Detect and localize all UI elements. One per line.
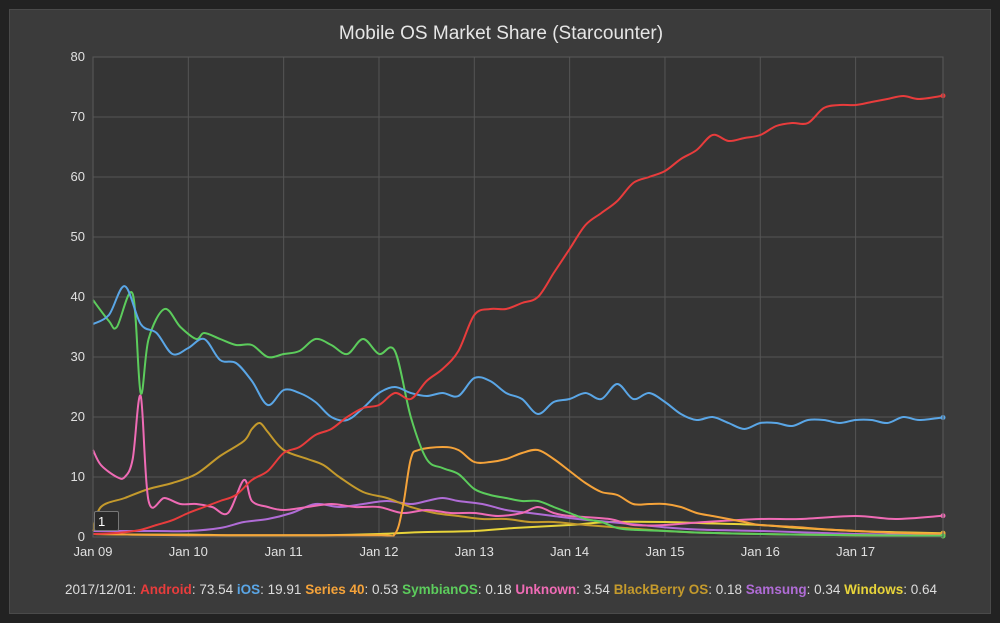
legend-name-symbianos: SymbianOS — [402, 582, 478, 597]
x-tick-label: Jan 17 — [836, 544, 875, 559]
legend-name-blackberry-os: BlackBerry OS — [613, 582, 709, 597]
legend-separator: : — [576, 582, 584, 597]
legend-separator: : — [191, 582, 200, 597]
legend-value-symbianos: 0.18 — [485, 582, 516, 597]
legend-name-samsung: Samsung — [745, 582, 807, 597]
legend-value-android: 73.54 — [199, 582, 237, 597]
x-tick-label: Jan 16 — [741, 544, 780, 559]
series-line-ios[interactable] — [92, 285, 944, 430]
legend-separator: : — [806, 582, 815, 597]
y-tick-label: 60 — [71, 169, 85, 184]
chart-panel: Mobile OS Market Share (Starcounter) 0 10… — [9, 9, 991, 614]
legend-separator: : — [364, 582, 373, 597]
y-tick-label: 50 — [71, 229, 85, 244]
legend-separator: : — [903, 582, 911, 597]
y-tick-label: 80 — [71, 49, 85, 64]
y-tick-label: 20 — [71, 409, 85, 424]
series-line-samsung[interactable] — [92, 497, 944, 536]
legend-value-series-40: 0.53 — [372, 582, 403, 597]
y-tick-label: 10 — [71, 469, 85, 484]
x-tick-label: Jan 12 — [359, 544, 398, 559]
y-tick-label: 40 — [71, 289, 85, 304]
range-selector-handle[interactable]: 1 — [94, 511, 119, 531]
y-tick-label: 0 — [78, 529, 85, 544]
series-line-unknown[interactable] — [92, 394, 944, 527]
x-tick-label: Jan 11 — [265, 544, 303, 559]
legend-value-unknown: 3.54 — [583, 582, 614, 597]
x-tick-label: Jan 09 — [73, 544, 112, 559]
x-tick-label: Jan 14 — [550, 544, 589, 559]
x-tick-label: Jan 13 — [455, 544, 494, 559]
plot-border — [92, 56, 944, 538]
legend-name-ios: iOS — [236, 582, 261, 597]
legend-separator: : — [708, 582, 716, 597]
legend-date-colon: : — [132, 582, 141, 597]
legend: 2017/12/01: Android: 73.54 iOS: 19.91 Se… — [10, 582, 992, 597]
y-tick-label: 70 — [71, 109, 85, 124]
chart-title: Mobile OS Market Share (Starcounter) — [338, 23, 664, 44]
legend-value-ios: 19.91 — [267, 582, 306, 597]
legend-name-android: Android — [140, 582, 192, 597]
legend-value-blackberry-os: 0.18 — [715, 582, 746, 597]
legend-value-windows: 0.64 — [910, 582, 938, 597]
series-line-symbianos[interactable] — [92, 291, 944, 537]
y-tick-label: 30 — [71, 349, 85, 364]
x-tick-label: Jan 15 — [645, 544, 684, 559]
legend-name-series-40: Series 40 — [305, 582, 365, 597]
series-line-series-40[interactable] — [92, 446, 944, 538]
plot-area[interactable]: 0 10 20 30 40 50 60 70 80 Jan 09 Jan 10 Jan 11 Jan 1… — [10, 10, 990, 570]
legend-name-unknown: Unknown — [515, 582, 577, 597]
legend-value-samsung: 0.34 — [814, 582, 845, 597]
legend-separator: : — [260, 582, 268, 597]
legend-name-windows: Windows — [844, 582, 904, 597]
x-tick-label: Jan 10 — [169, 544, 208, 559]
legend-date: 2017/12/01 — [64, 582, 133, 597]
series-line-android[interactable] — [92, 94, 944, 535]
legend-separator: : — [477, 582, 486, 597]
legend-items: Android: 73.54 iOS: 19.91 Series 40: 0.5… — [140, 582, 937, 597]
